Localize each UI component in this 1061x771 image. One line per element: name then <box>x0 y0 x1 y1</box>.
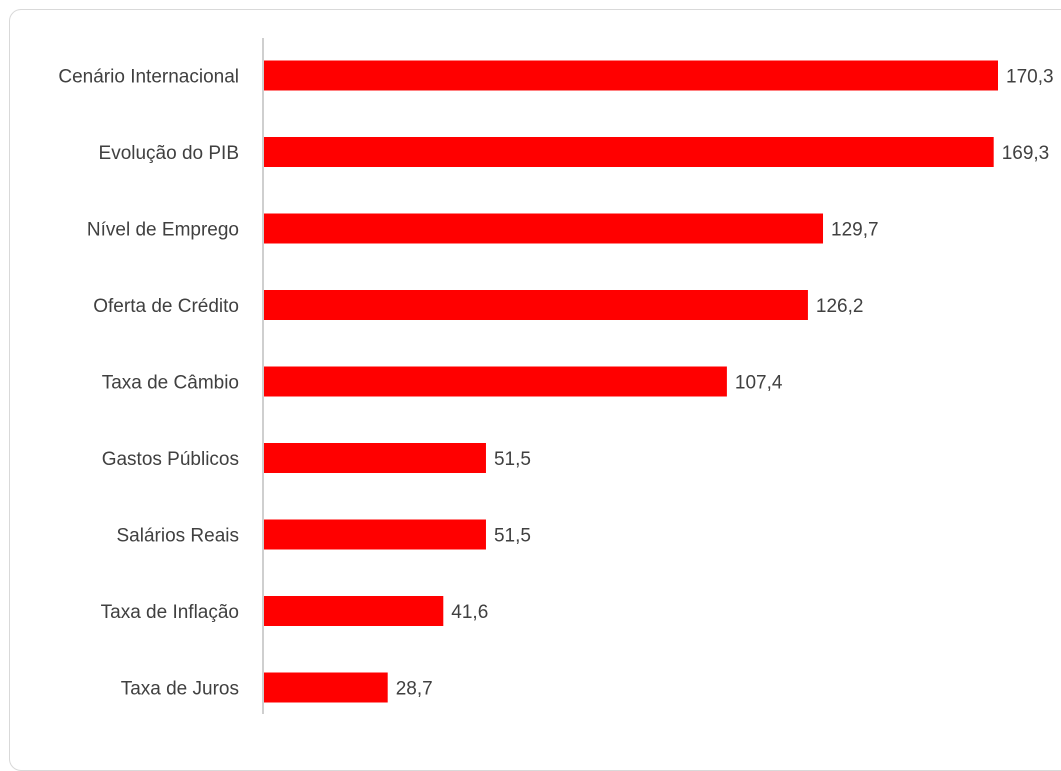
value-label: 169,3 <box>1002 143 1050 164</box>
category-label: Cenário Internacional <box>58 67 239 88</box>
value-label: 129,7 <box>831 220 879 241</box>
bar <box>264 137 994 167</box>
bar <box>264 519 486 550</box>
category-label: Taxa de Juros <box>121 679 239 700</box>
bar <box>264 596 444 626</box>
value-label: 41,6 <box>451 602 488 623</box>
bar <box>264 672 388 703</box>
value-label: 170,3 <box>1006 67 1054 88</box>
bars-group: Cenário Internacional 170,3 Evolução do PI… <box>58 60 1054 703</box>
value-label: 51,5 <box>494 449 531 470</box>
bar <box>264 60 998 91</box>
bar <box>264 213 824 244</box>
category-label: Salários Reais <box>117 526 240 547</box>
value-label: 126,2 <box>816 296 864 317</box>
category-label: Gastos Públicos <box>102 449 239 470</box>
bar <box>264 443 486 473</box>
value-label: 107,4 <box>735 373 783 394</box>
bar-chart: Cenário Internacional 170,3 Evolução do PI… <box>58 38 1054 714</box>
category-label: Nível de Emprego <box>87 220 239 241</box>
bar <box>264 366 727 397</box>
bar <box>264 290 808 320</box>
category-label: Evolução do PIB <box>99 143 239 164</box>
category-label: Taxa de Inflação <box>101 602 239 623</box>
category-label: Oferta de Crédito <box>93 296 239 317</box>
value-label: 28,7 <box>396 679 433 700</box>
category-label: Taxa de Câmbio <box>102 373 239 394</box>
value-label: 51,5 <box>494 526 531 547</box>
